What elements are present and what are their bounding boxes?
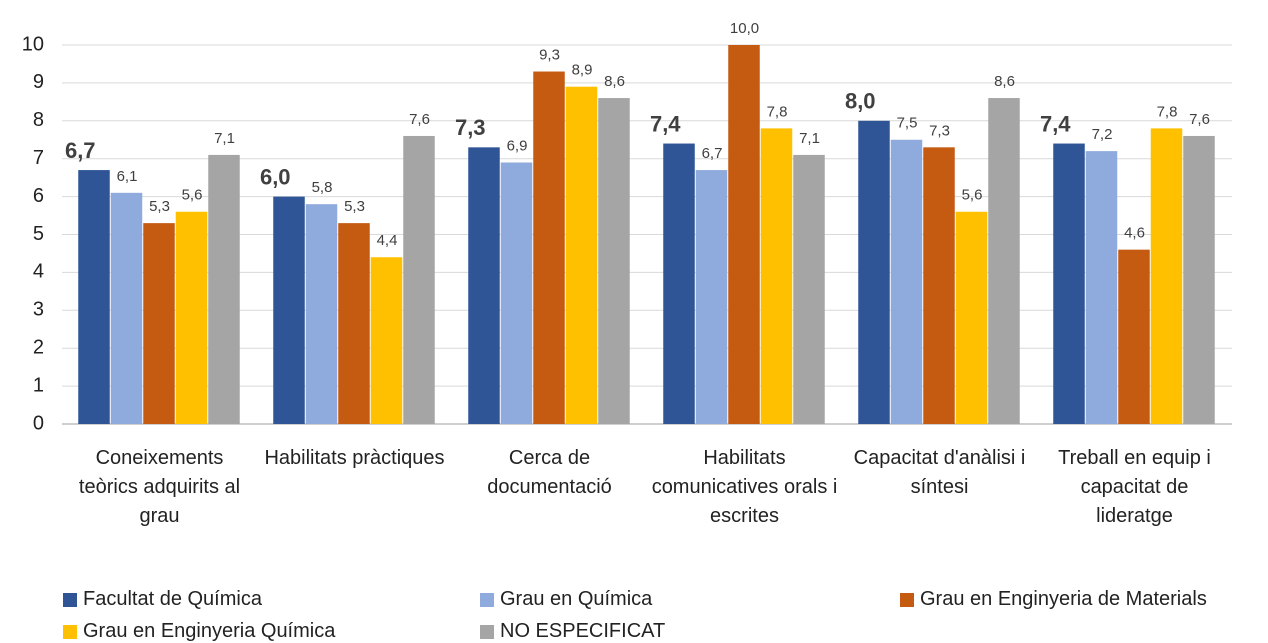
bar	[370, 257, 403, 424]
bar	[468, 147, 500, 424]
value-label: 6,7	[702, 145, 723, 162]
bar	[78, 170, 110, 424]
y-tick-label: 9	[33, 71, 44, 93]
value-label: 8,6	[994, 73, 1015, 90]
value-label: 7,6	[1189, 111, 1210, 128]
value-label: 4,6	[1124, 225, 1145, 242]
bar	[955, 211, 988, 424]
value-label: 7,1	[799, 130, 820, 147]
legend-item: Grau en Enginyeria de Materials	[900, 588, 1207, 611]
bar	[273, 196, 305, 424]
x-tick-label: Coneixements teòrics adquirits al grau	[78, 447, 241, 527]
value-label: 7,1	[214, 130, 235, 147]
value-label: 7,3	[929, 122, 950, 139]
value-label: 8,6	[604, 73, 625, 90]
value-label: 7,2	[1092, 126, 1113, 143]
legend-swatch	[900, 592, 914, 607]
value-label: 5,3	[344, 198, 365, 215]
bar	[305, 204, 338, 424]
bar	[890, 139, 923, 424]
bar	[500, 162, 533, 425]
value-label: 7,4	[650, 111, 681, 136]
bar	[858, 120, 890, 425]
y-tick-label: 3	[33, 299, 44, 321]
bar	[1150, 128, 1183, 424]
value-label: 9,3	[539, 46, 560, 63]
bar	[663, 143, 695, 425]
legend-swatch	[480, 624, 494, 639]
legend-label: Grau en Química	[500, 588, 653, 610]
bar	[1053, 143, 1085, 425]
bar	[1085, 151, 1118, 424]
bar	[403, 135, 435, 424]
y-tick-label: 5	[33, 223, 44, 245]
y-tick-label: 7	[33, 147, 44, 169]
legend-item: Grau en Química	[480, 588, 652, 611]
bar	[598, 98, 630, 424]
value-label: 6,0	[260, 164, 291, 189]
bar	[923, 147, 955, 424]
value-label: 5,8	[312, 179, 333, 196]
value-label: 4,4	[377, 232, 398, 249]
bar	[565, 86, 598, 424]
legend-item: NO ESPECIFICAT	[480, 620, 665, 643]
bar	[793, 154, 825, 424]
value-label: 5,3	[149, 198, 170, 215]
value-label: 7,8	[1157, 103, 1178, 120]
value-label: 6,1	[117, 168, 138, 185]
bar	[760, 128, 793, 424]
value-label: 6,7	[65, 138, 96, 163]
y-tick-label: 6	[33, 185, 44, 207]
bar	[110, 192, 143, 424]
x-tick-label: Cerca de documentació	[487, 447, 612, 498]
legend-label: Grau en Enginyeria Química	[83, 620, 336, 642]
x-tick-label: Capacitat d'anàlisi i síntesi	[853, 447, 1026, 498]
legend-swatch	[480, 592, 494, 607]
value-label: 7,6	[409, 111, 430, 128]
bar	[175, 211, 208, 424]
value-label: 5,6	[962, 187, 983, 204]
bar	[208, 154, 240, 424]
bar	[988, 98, 1020, 424]
bar	[338, 223, 370, 424]
bar	[1183, 135, 1215, 424]
y-tick-label: 2	[33, 336, 44, 358]
legend-label: Facultat de Química	[83, 588, 262, 610]
value-label: 7,5	[897, 115, 918, 132]
value-label: 8,9	[572, 62, 593, 79]
value-label: 7,4	[1040, 111, 1071, 136]
bar	[143, 223, 175, 424]
x-tick-label: Treball en equip i capacitat de lideratg…	[1058, 447, 1211, 527]
legend-item: Grau en Enginyeria Química	[63, 620, 335, 643]
legend-label: NO ESPECIFICAT	[500, 620, 666, 642]
y-tick-label: 1	[33, 374, 44, 396]
bar	[533, 71, 565, 424]
legend-label: Grau en Enginyeria de Materials	[920, 588, 1207, 610]
bar	[695, 170, 728, 424]
y-tick-label: 10	[22, 33, 44, 55]
y-tick-label: 0	[33, 412, 44, 434]
x-tick-label: Habilitats comunicatives orals i escrite…	[651, 447, 838, 527]
value-label: 7,8	[767, 103, 788, 120]
x-tick-label: Habilitats pràctiques	[264, 447, 445, 469]
legend-item: Facultat de Química	[63, 588, 262, 611]
bar	[1118, 249, 1150, 424]
value-label: 7,3	[455, 115, 486, 140]
legend-swatch	[63, 624, 77, 639]
value-label: 8,0	[845, 89, 876, 114]
legend-swatch	[63, 592, 77, 607]
y-tick-label: 8	[33, 109, 44, 131]
bar	[728, 45, 760, 424]
value-label: 6,9	[507, 137, 528, 154]
value-label: 10,0	[730, 20, 759, 37]
value-label: 5,6	[182, 187, 203, 204]
y-tick-label: 4	[33, 261, 44, 283]
